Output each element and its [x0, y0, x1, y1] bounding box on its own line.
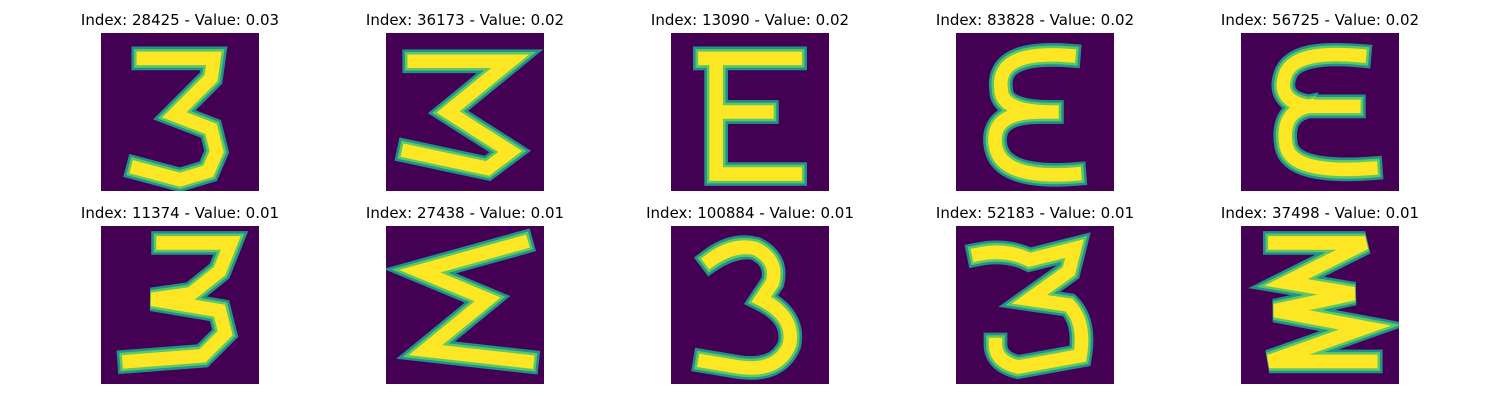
digit-image	[101, 33, 259, 191]
glyph-stroke	[399, 234, 535, 369]
panel-5: Index: 56725 - Value: 0.02	[1190, 8, 1450, 193]
panel-title: Index: 56725 - Value: 0.02	[1220, 11, 1420, 29]
panel-title: Index: 28425 - Value: 0.03	[80, 11, 280, 29]
glyph-stroke	[988, 48, 1082, 182]
digit-glyph	[101, 33, 259, 191]
panel-title: Index: 11374 - Value: 0.01	[80, 204, 280, 222]
glyph-stroke	[129, 51, 224, 187]
glyph-stroke	[121, 236, 241, 369]
panel-9: Index: 52183 - Value: 0.01	[905, 201, 1165, 386]
digit-image	[1241, 33, 1399, 191]
panel-4: Index: 83828 - Value: 0.02	[905, 8, 1165, 193]
digit-image	[671, 226, 829, 384]
glyph-stroke	[400, 54, 530, 176]
panel-title: Index: 27438 - Value: 0.01	[365, 204, 565, 222]
glyph-stroke	[970, 239, 1089, 374]
digit-image	[956, 33, 1114, 191]
panel-6: Index: 11374 - Value: 0.01	[50, 201, 310, 386]
panel-1: Index: 28425 - Value: 0.03	[50, 8, 310, 193]
digit-image	[956, 226, 1114, 384]
glyph-stroke	[698, 51, 802, 181]
panel-8: Index: 100884 - Value: 0.01	[620, 201, 880, 386]
panel-title: Index: 36173 - Value: 0.02	[365, 11, 565, 29]
glyph-stroke	[1276, 47, 1379, 177]
digit-image	[386, 33, 544, 191]
digit-image	[386, 226, 544, 384]
panel-3: Index: 13090 - Value: 0.02	[620, 8, 880, 193]
panel-10: Index: 37498 - Value: 0.01	[1190, 201, 1450, 386]
digit-glyph	[1241, 33, 1399, 191]
panel-2: Index: 36173 - Value: 0.02	[335, 8, 595, 193]
glyph-stroke	[1264, 236, 1392, 369]
digit-glyph	[671, 226, 829, 384]
digit-glyph	[956, 226, 1114, 384]
panel-title: Index: 100884 - Value: 0.01	[646, 204, 854, 222]
digit-glyph	[101, 226, 259, 384]
digit-glyph	[386, 33, 544, 191]
digit-glyph	[671, 33, 829, 191]
panel-7: Index: 27438 - Value: 0.01	[335, 201, 595, 386]
panel-title: Index: 37498 - Value: 0.01	[1220, 204, 1420, 222]
digit-glyph	[1241, 226, 1399, 384]
digit-glyph	[956, 33, 1114, 191]
digit-image	[101, 226, 259, 384]
digit-glyph	[386, 226, 544, 384]
panel-title: Index: 13090 - Value: 0.02	[650, 11, 850, 29]
digit-image	[1241, 226, 1399, 384]
glyph-stroke	[697, 240, 798, 375]
digit-image	[671, 33, 829, 191]
panel-title: Index: 83828 - Value: 0.02	[935, 11, 1135, 29]
panel-title: Index: 52183 - Value: 0.01	[935, 204, 1135, 222]
